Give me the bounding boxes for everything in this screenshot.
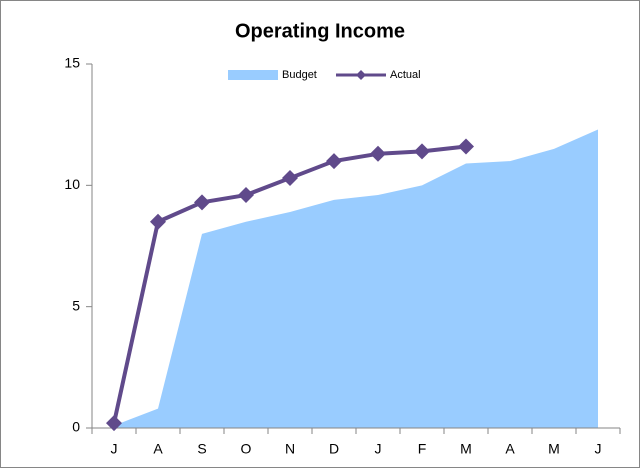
actual-marker — [106, 415, 122, 432]
y-tick-label: 10 — [64, 176, 80, 192]
x-tick-label: J — [111, 441, 118, 457]
legend-swatch — [228, 70, 278, 80]
x-tick-label: N — [285, 441, 295, 457]
chart-title: Operating Income — [235, 20, 405, 42]
x-tick-label: A — [505, 441, 515, 457]
x-tick-label: S — [197, 441, 206, 457]
actual-marker — [238, 187, 254, 204]
x-tick-label: M — [548, 441, 560, 457]
y-tick-label: 15 — [64, 55, 80, 71]
x-tick-label: D — [329, 441, 339, 457]
y-tick-label: 5 — [72, 297, 80, 313]
x-tick-label: A — [153, 441, 163, 457]
actual-marker — [282, 170, 298, 187]
x-tick-label: J — [595, 441, 602, 457]
legend-label: Actual — [390, 69, 421, 81]
actual-marker — [414, 143, 430, 160]
y-tick-label: 0 — [72, 419, 80, 435]
actual-marker — [150, 213, 166, 230]
actual-marker — [326, 153, 342, 170]
x-tick-label: F — [418, 441, 427, 457]
x-tick-label: O — [241, 441, 252, 457]
budget-area — [114, 129, 598, 428]
legend-marker — [356, 70, 366, 80]
x-tick-label: M — [460, 441, 472, 457]
x-tick-label: J — [375, 441, 382, 457]
actual-marker — [194, 194, 210, 211]
legend-label: Budget — [282, 69, 317, 81]
actual-marker — [370, 145, 386, 162]
actual-marker — [458, 138, 474, 155]
